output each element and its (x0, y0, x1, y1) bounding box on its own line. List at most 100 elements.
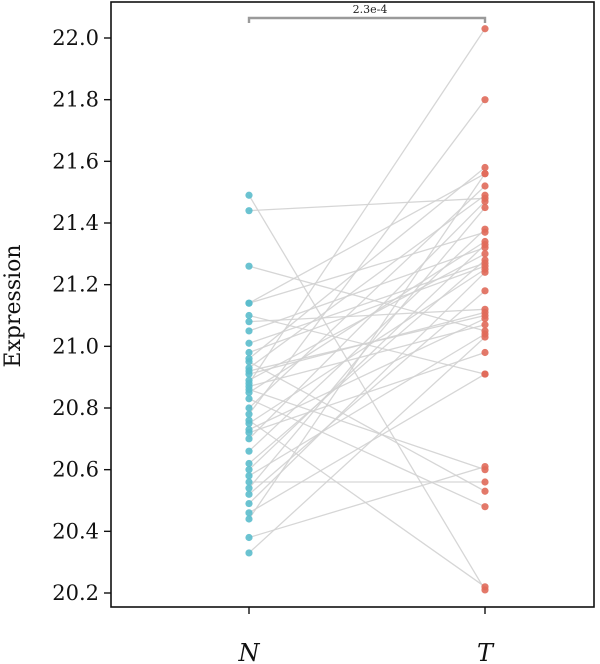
point-N (245, 515, 253, 523)
point-T (481, 191, 489, 199)
pair-line (248, 247, 486, 332)
pair-line (248, 259, 486, 464)
point-N (245, 459, 253, 468)
pair-line (248, 317, 486, 431)
point-N (245, 311, 253, 320)
pair-line (248, 419, 486, 588)
point-T (481, 96, 489, 104)
pair-line (248, 308, 486, 323)
y-tick-label: 20.2 (52, 581, 99, 605)
pair-line (248, 200, 486, 440)
y-tick-label: 21.6 (52, 149, 99, 173)
point-T (481, 203, 489, 212)
significance-label: 2.3e-4 (353, 3, 388, 16)
point-N (245, 435, 253, 443)
pair-line (248, 244, 486, 471)
pair-line (248, 262, 486, 344)
plot-frame (110, 1, 595, 608)
point-T (481, 287, 489, 295)
point-T (481, 462, 489, 471)
point-T (481, 311, 489, 320)
pair-line (248, 388, 486, 471)
pair-line (248, 207, 486, 489)
point-N (245, 207, 253, 215)
point-N (245, 262, 253, 270)
pair-line (248, 333, 486, 477)
y-tick-label: 20.4 (52, 519, 99, 543)
point-N (245, 429, 253, 437)
point-N (245, 509, 253, 517)
point-T (481, 268, 489, 276)
significance-bracket (247, 16, 487, 23)
point-N (245, 404, 253, 412)
x-category-label: T (477, 639, 495, 664)
pair-line (248, 271, 486, 505)
point-T (481, 487, 489, 495)
pair-line (248, 265, 486, 332)
y-tick-label: 22.0 (52, 26, 99, 50)
pair-line (248, 361, 486, 492)
pair-line (248, 290, 486, 495)
pair-line (248, 465, 486, 539)
y-tick-label: 20.6 (52, 458, 99, 482)
point-N (245, 327, 253, 335)
y-axis-title: Expression (1, 244, 26, 367)
point-N (245, 299, 253, 307)
pair-line (248, 324, 486, 388)
x-category-label: N (238, 639, 261, 664)
y-tick-label: 21.0 (52, 334, 99, 358)
point-N (245, 318, 253, 326)
point-N (245, 410, 253, 418)
point-T (481, 225, 489, 233)
point-T (481, 163, 489, 172)
point-T (481, 583, 489, 591)
pair-line (248, 336, 486, 554)
point-T (481, 240, 489, 249)
point-N (245, 339, 253, 347)
point-N (245, 484, 253, 492)
point-N (245, 419, 253, 428)
pair-line (248, 185, 486, 409)
point-N (245, 499, 253, 508)
point-T (481, 305, 489, 313)
pair-line (248, 99, 486, 415)
pair-line (248, 314, 486, 372)
point-N (245, 395, 253, 403)
y-tick-label: 21.2 (52, 273, 99, 297)
point-T (481, 250, 489, 258)
point-T (481, 348, 489, 357)
point-N (245, 472, 253, 480)
point-T (481, 321, 489, 329)
point-N (245, 358, 253, 366)
pair-line (248, 28, 486, 384)
point-N (245, 466, 253, 474)
point-T (481, 170, 489, 178)
pair-line (248, 231, 486, 304)
pair-line (248, 194, 486, 369)
pair-line (248, 398, 486, 508)
point-T (481, 25, 489, 33)
y-tick-label: 21.4 (52, 211, 99, 235)
point-N (245, 447, 253, 455)
point-T (481, 256, 489, 264)
point-N (245, 490, 253, 498)
point-N (245, 191, 253, 199)
point-T (481, 370, 489, 378)
point-T (481, 478, 489, 486)
point-N (245, 549, 253, 557)
y-tick-label: 21.8 (52, 88, 99, 112)
point-T (481, 197, 489, 206)
point-N (245, 367, 253, 375)
point-T (481, 182, 489, 190)
pair-line (248, 228, 486, 452)
pair-line (248, 373, 486, 514)
pair-line (248, 173, 486, 520)
pair-line (248, 265, 486, 354)
point-T (481, 333, 489, 341)
pair-line (248, 166, 486, 360)
y-tick-label: 20.8 (52, 396, 99, 420)
point-T (481, 503, 489, 511)
point-N (245, 533, 253, 542)
pair-line (248, 197, 486, 212)
